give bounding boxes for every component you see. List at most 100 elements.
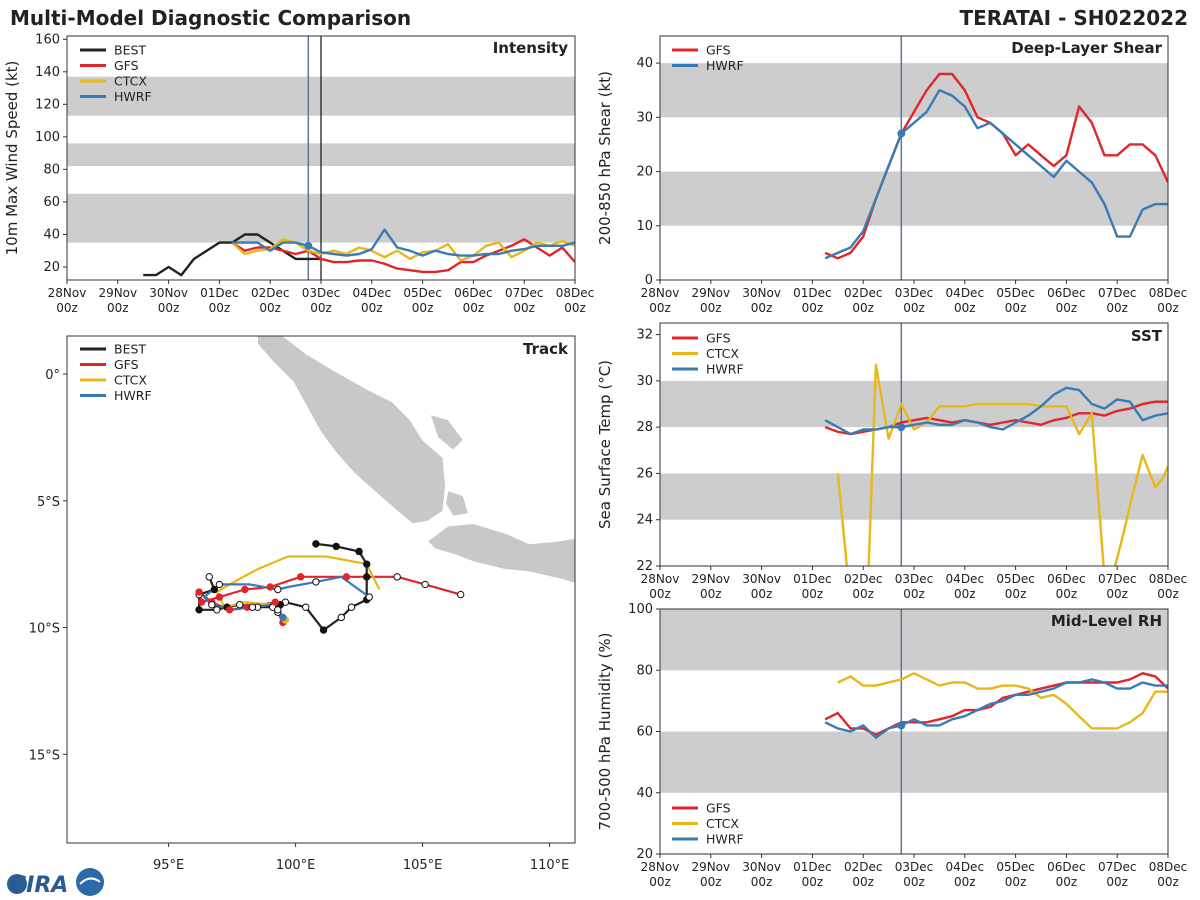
shear-xtick-label-hour: 00z [903, 301, 925, 315]
rh-xtick-label: 06Dec [1047, 860, 1086, 874]
figure-title: Multi-Model Diagnostic Comparison [10, 6, 411, 30]
shear-ytick-label: 10 [636, 219, 653, 234]
intensity-xtick-label: 01Dec [200, 286, 239, 300]
sst-title: SST [1131, 327, 1163, 345]
shear-xtick-label: 07Dec [1098, 286, 1137, 300]
sst-panel: 28Nov00z29Nov00z30Nov00z01Dec00z02Dec00z… [596, 322, 1188, 601]
rh-xtick-label-hour: 00z [802, 875, 824, 889]
sst-xtick-label: 08Dec [1149, 572, 1188, 586]
intensity-series-best [143, 233, 321, 277]
track-point-gfs [215, 593, 224, 601]
rh-xtick-label: 01Dec [793, 860, 832, 874]
sst-xtick-label: 30Nov [742, 572, 781, 586]
track-point-gfs [195, 588, 203, 596]
shear-plot-area [660, 36, 1168, 280]
intensity-xtick-label: 08Dec [556, 286, 595, 300]
shear-legend-label-gfs: GFS [706, 43, 731, 58]
track-legend-label-best: BEST [114, 342, 146, 357]
rh-series-gfs [824, 672, 1168, 736]
shear-title: Deep-Layer Shear [1011, 39, 1162, 57]
intensity-panel: 28Nov00z29Nov00z30Nov00z01Dec00z02Dec00z… [3, 32, 594, 315]
shear-ylabel: 200-850 hPa Shear (kt) [596, 71, 614, 245]
sst-xtick-label: 05Dec [996, 572, 1035, 586]
rh-xtick-label: 03Dec [895, 860, 934, 874]
shear-xtick-label-hour: 00z [649, 301, 671, 315]
track-point-gfs [342, 573, 351, 581]
track-point-hwrf [208, 601, 216, 609]
shear-xtick-label-hour: 00z [1056, 301, 1078, 315]
intensity-xtick-label-hour: 00z [158, 301, 180, 315]
sst-xtick-label: 02Dec [844, 572, 883, 586]
sst-xtick-label-hour: 00z [903, 587, 925, 601]
shear-xtick-label: 30Nov [742, 286, 781, 300]
sst-band [660, 473, 1168, 520]
rh-current-marker [897, 721, 906, 730]
shear-ytick-label: 0 [645, 273, 653, 288]
track-panel: 95°E 100°E 105°E 110°E 0° 5°S 10°S 15°S Track BES… [29, 335, 576, 873]
intensity-ytick-label: 160 [35, 32, 60, 47]
track-xtick-label: 100°E [276, 858, 316, 873]
sst-xtick-label: 29Nov [691, 572, 730, 586]
shear-ytick-label: 40 [636, 56, 653, 71]
rh-plot-area [660, 609, 1168, 854]
track-ytick-label: 10°S [29, 622, 60, 637]
rh-band [660, 731, 1168, 793]
sst-ylabel: Sea Surface Temp (°C) [596, 360, 614, 529]
track-ytick-label: 15°S [29, 748, 60, 763]
track-land-sumatra [257, 336, 446, 525]
intensity-xtick-label-hour: 00z [209, 301, 231, 315]
track-point-best [355, 547, 363, 556]
sst-plot-area [660, 323, 1168, 566]
track-point-best [312, 540, 320, 548]
rh-ytick-label: 60 [636, 725, 653, 740]
intensity-xtick-label-hour: 00z [107, 301, 129, 315]
rh-xtick-label: 30Nov [742, 860, 781, 874]
intensity-series-ctcx [231, 238, 575, 262]
track-ytick-label: 0° [45, 368, 60, 383]
shear-band [660, 171, 1168, 226]
track-point-best [363, 560, 371, 568]
sst-xtick-label: 07Dec [1098, 572, 1137, 586]
rh-panel: 28Nov00z29Nov00z30Nov00z01Dec00z02Dec00z… [596, 602, 1187, 889]
track-point-gfs [393, 573, 401, 581]
track-point-best [319, 626, 328, 634]
track-legend-label-hwrf: HWRF [114, 388, 152, 403]
track-line-ctcx [215, 555, 381, 621]
track-xtick-label: 105°E [403, 858, 443, 873]
rh-legend-label-hwrf: HWRF [706, 832, 744, 847]
intensity-ytick-label: 20 [43, 260, 60, 275]
sst-legend-label-gfs: GFS [706, 331, 731, 346]
cira-logo-emblem-icon [76, 868, 104, 896]
track-plot-area [195, 336, 575, 634]
rh-xtick-label-hour: 00z [903, 875, 925, 889]
intensity-series-hwrf [232, 228, 575, 257]
rh-xtick-label-hour: 00z [1056, 875, 1078, 889]
sst-xtick-label-hour: 00z [700, 587, 722, 601]
cira-logo-text: CIRA [10, 873, 68, 898]
track-point-hwrf [312, 578, 320, 586]
track-xtick-label: 95°E [153, 858, 184, 873]
track-point-gfs [457, 590, 465, 599]
shear-xtick-label-hour: 00z [1106, 301, 1128, 315]
rh-xtick-label-hour: 00z [852, 875, 874, 889]
intensity-current-marker [304, 241, 313, 250]
sst-xtick-label-hour: 00z [954, 587, 976, 601]
shear-xtick-label-hour: 00z [852, 301, 874, 315]
rh-xtick-label-hour: 00z [954, 875, 976, 889]
rh-legend-label-gfs: GFS [706, 801, 731, 816]
sst-xtick-label-hour: 00z [1005, 587, 1027, 601]
shear-xtick-label: 04Dec [946, 286, 985, 300]
intensity-legend-label-gfs: GFS [114, 58, 139, 73]
sst-ytick-label: 30 [636, 374, 653, 389]
sst-legend-label-hwrf: HWRF [706, 362, 744, 377]
track-point-gfs [225, 606, 234, 614]
intensity-legend-label-best: BEST [114, 43, 146, 58]
sst-current-marker [897, 423, 906, 432]
rh-xtick-label: 28Nov [641, 860, 680, 874]
track-point-hwrf [248, 603, 257, 611]
intensity-xtick-label: 07Dec [505, 286, 544, 300]
rh-ytick-label: 80 [636, 663, 653, 678]
rh-series-hwrf [824, 678, 1168, 739]
cira-logo: CIRA [7, 868, 104, 898]
shear-xtick-label-hour: 00z [751, 301, 773, 315]
